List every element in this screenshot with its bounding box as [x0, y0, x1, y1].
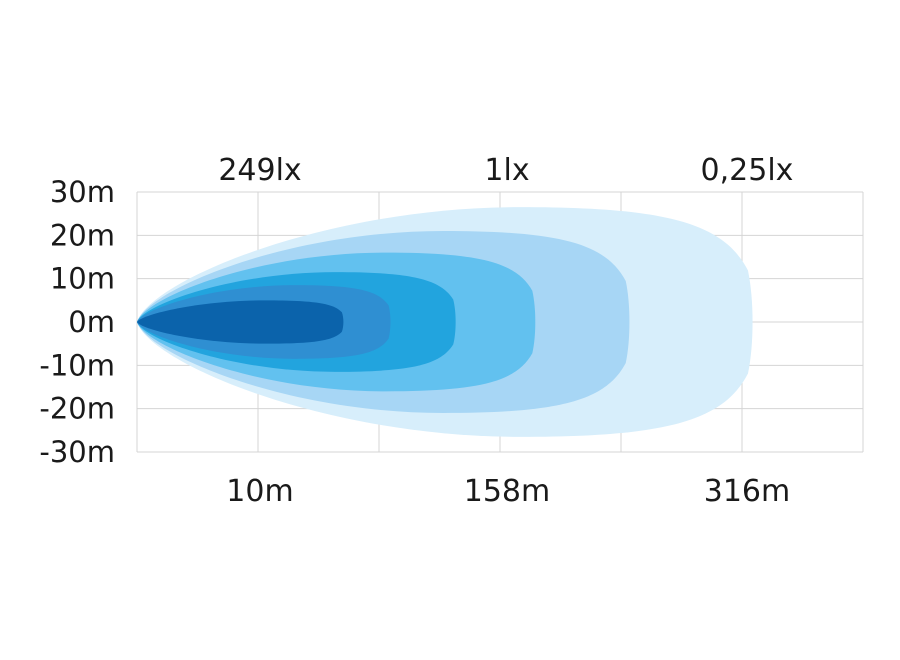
top-labels: 249lx 1lx 0,25lx [218, 153, 793, 188]
bottom-labels: 10m 158m 316m [226, 474, 790, 509]
top-label-lux: 249lx [218, 153, 301, 188]
bottom-label-distance: 10m [226, 474, 293, 509]
y-tick-labels: 30m 20m 10m 0m -10m -20m -30m [39, 175, 115, 469]
top-label-lux: 1lx [484, 153, 529, 188]
beam-zone-6 [137, 300, 344, 344]
y-tick-label: -20m [39, 392, 115, 426]
bottom-label-distance: 158m [464, 474, 550, 509]
y-tick-label: 30m [50, 175, 115, 209]
y-tick-label: 10m [50, 262, 115, 296]
bottom-label-distance: 316m [704, 474, 790, 509]
y-tick-label: -10m [39, 348, 115, 382]
y-tick-label: -30m [39, 435, 115, 469]
beam-zones [137, 207, 753, 437]
y-tick-label: 20m [50, 218, 115, 252]
top-label-lux: 0,25lx [701, 153, 794, 188]
y-tick-label: 0m [68, 305, 115, 339]
